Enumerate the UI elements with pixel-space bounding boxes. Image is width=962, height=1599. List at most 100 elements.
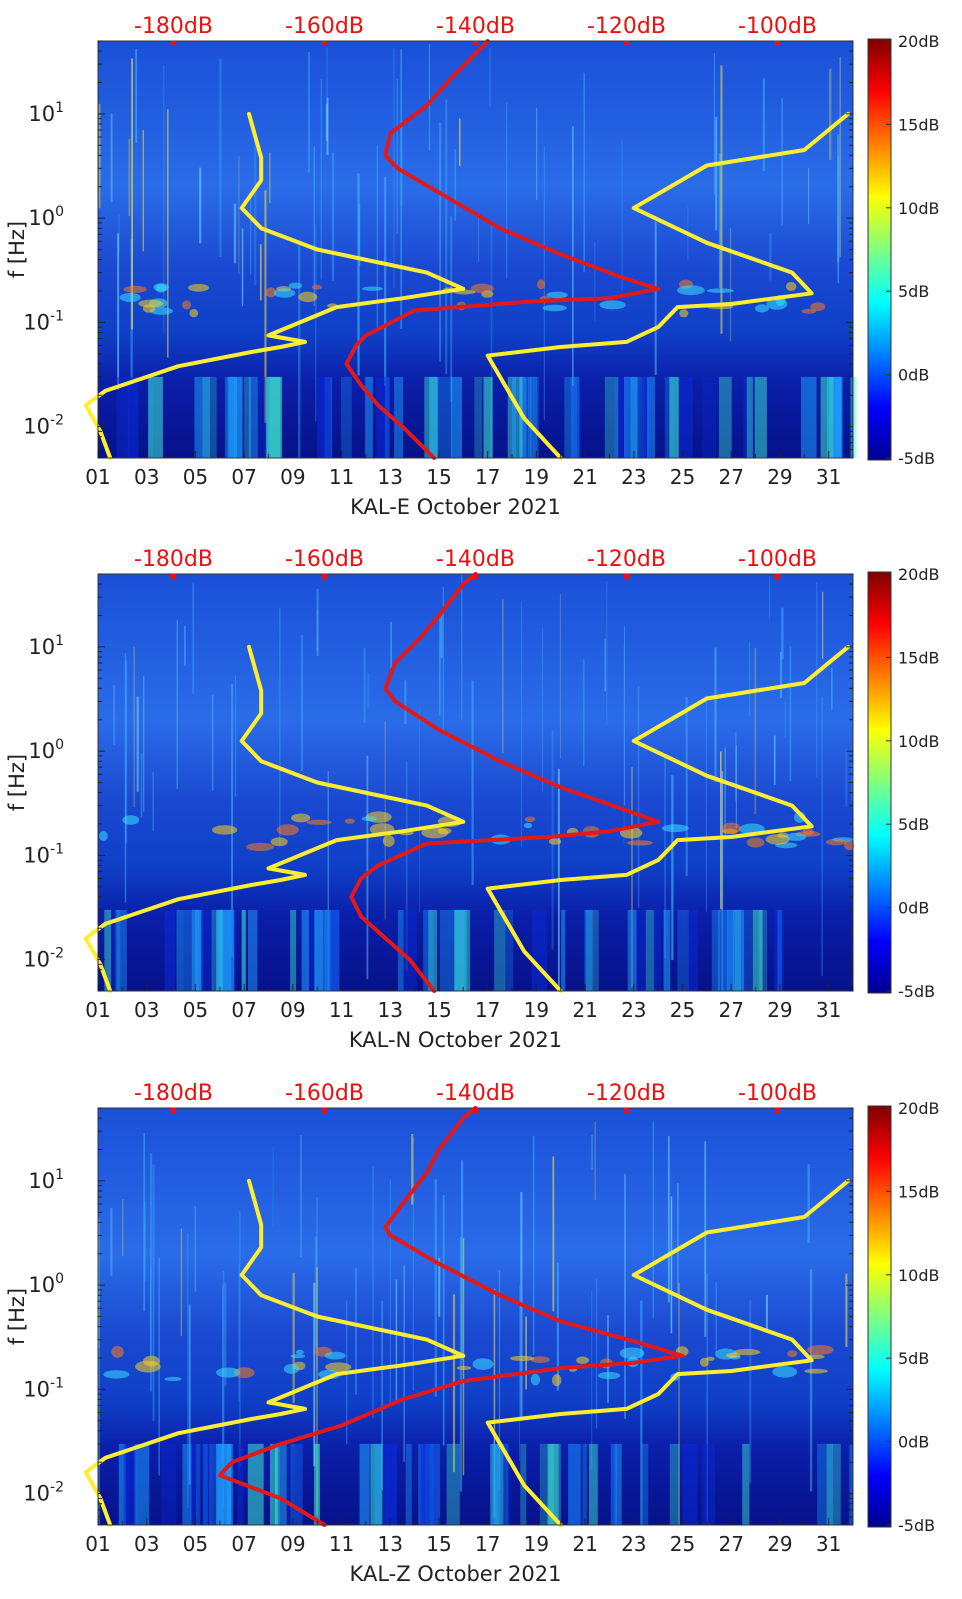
event-streak [442,586,444,733]
microseism-patch [785,281,797,291]
low-frequency-block [835,376,842,458]
top-db-marker [624,574,629,579]
x-tick-label: 31 [816,1532,841,1556]
low-noise-model-curve [83,1178,466,1527]
high-noise-model-curve [485,1178,851,1527]
microseism-patch [295,1349,304,1355]
low-frequency-block [107,909,116,991]
event-streak [685,696,688,876]
event-streak [471,680,474,885]
top-db-label: -100dB [738,14,817,39]
top-db-marker [624,41,629,46]
low-frequency-block [734,909,741,991]
event-streak [176,620,178,790]
event-streak [640,1300,643,1525]
event-streak [316,1196,318,1370]
event-streak [754,648,757,814]
low-frequency-block [754,376,767,458]
low-frequency-block [116,909,127,991]
x-tick-label: 21 [572,998,597,1022]
event-streak [765,1294,768,1331]
top-db-marker [171,574,176,579]
low-frequency-block [627,909,637,991]
microseism-patch [246,842,275,852]
low-frequency-block [427,1443,440,1525]
low-frequency-block [774,909,784,991]
microseism-patch [188,283,209,292]
event-streak [677,1183,679,1295]
high-noise-model-curve [485,111,851,460]
low-frequency-block [190,1443,198,1525]
low-frequency-block [474,376,483,458]
event-streak [829,68,832,160]
low-frequency-block [164,909,176,991]
colorbar-label: 20dB [898,1099,940,1118]
x-tick-label: 31 [816,465,841,489]
microseism-patch [283,1364,300,1374]
low-frequency-block [849,1443,854,1525]
event-streak [434,1179,437,1397]
event-streak [459,118,461,167]
low-frequency-block [330,909,340,991]
x-tick-label: 19 [524,1532,549,1556]
event-streak [376,145,378,331]
colorbar-label: 15dB [898,648,940,667]
low-frequency-block [850,376,857,458]
event-streak [749,642,751,716]
event-streak [536,107,538,200]
panel-3: 01 03 05 07 09 11 13 15 17 19 21 23 25 27 29 31 101 100 10… [5,1081,940,1586]
panel-1: 01 03 05 07 09 11 13 15 17 19 21 23 25 27 29 31 101 100 10… [5,14,940,519]
event-streak [678,1283,680,1525]
microseism-patch [270,837,288,847]
event-streak [192,583,195,694]
microseism-patch [103,1370,130,1379]
top-db-marker [473,574,478,579]
event-streak [404,680,407,724]
top-db-label: -180dB [134,547,213,572]
low-frequency-block [295,1443,303,1525]
microseism-patch [456,1366,472,1370]
event-streak [769,575,771,619]
event-streak [241,228,244,306]
x-tick-label: 11 [329,998,354,1022]
top-db-label: -160dB [285,14,364,39]
low-frequency-block [374,1443,382,1525]
colorbar-label: 10dB [898,199,940,218]
event-streak [808,167,810,224]
x-tick-label: 01 [85,998,110,1022]
colorbar-label: 15dB [898,1182,940,1201]
event-streak [591,1290,593,1470]
low-frequency-block [182,1443,192,1525]
top-db-marker [322,41,327,46]
microseism-patch [123,285,147,293]
top-db-marker [473,1108,478,1113]
colorbar-label: -5dB [898,449,935,468]
microseism-patch [523,822,533,829]
y-axis-label: f [Hz] [5,221,29,278]
event-streak [454,149,457,221]
event-streak [714,647,717,783]
x-tick-label: 27 [718,998,743,1022]
low-frequency-block [195,909,202,991]
event-streak [357,173,360,376]
low-frequency-block [647,376,656,458]
low-frequency-block [586,909,599,991]
event-streak [816,582,818,777]
event-streak [188,1304,191,1485]
low-frequency-block [203,1443,208,1525]
low-frequency-block [490,1443,504,1525]
low-frequency-block [127,376,139,458]
event-streak [122,1199,124,1257]
microseism-patch [150,307,173,315]
low-frequency-block [732,909,744,991]
event-streak [133,646,135,807]
low-frequency-block [817,1443,833,1525]
x-tick-label: 11 [329,465,354,489]
low-frequency-block [277,1443,291,1525]
event-streak [440,613,443,658]
microseism-patch [189,309,199,318]
microseism-patch [801,308,816,314]
microseism-patch [472,1358,494,1370]
colorbar [867,38,892,461]
microseism-patch [111,1346,124,1358]
